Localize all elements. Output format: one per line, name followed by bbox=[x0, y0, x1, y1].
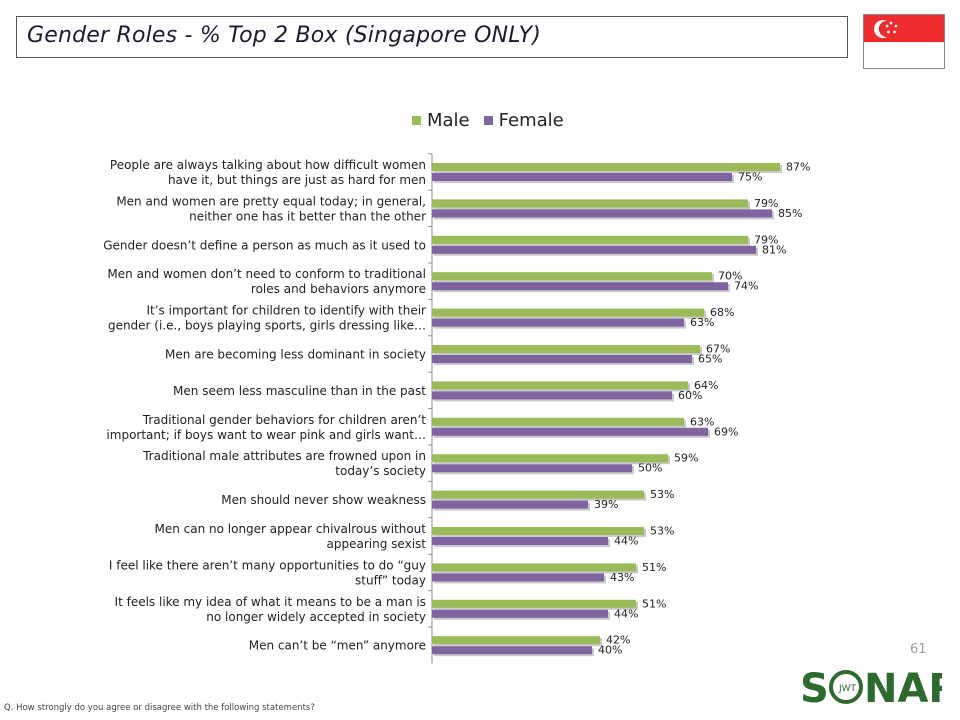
male-bar bbox=[432, 454, 668, 463]
category-label: Men seem less masculine than in the past bbox=[173, 384, 426, 398]
data-label: 63% bbox=[690, 316, 714, 329]
data-label: 68% bbox=[710, 306, 734, 319]
data-label: 79% bbox=[754, 197, 778, 210]
legend-swatch-male bbox=[412, 116, 421, 125]
data-label: 65% bbox=[698, 353, 722, 366]
data-label: 85% bbox=[778, 207, 802, 220]
flag-white-band bbox=[864, 41, 944, 68]
category-label: Gender doesn’t define a person as much a… bbox=[103, 238, 426, 252]
male-bar bbox=[432, 563, 636, 572]
female-bar bbox=[432, 646, 592, 655]
data-label: 50% bbox=[638, 462, 662, 475]
data-label: 44% bbox=[614, 607, 638, 620]
male-bar bbox=[432, 636, 600, 645]
male-bar bbox=[432, 490, 644, 499]
data-label: 51% bbox=[642, 561, 666, 574]
category-label: Traditional gender behaviors for childre… bbox=[142, 413, 426, 427]
female-bar bbox=[432, 282, 728, 291]
category-label: appearing sexist bbox=[327, 537, 427, 551]
male-bar bbox=[432, 199, 748, 208]
crescent-stars-icon bbox=[874, 20, 898, 38]
female-bar bbox=[432, 173, 732, 181]
logo-nar: NAR bbox=[864, 666, 942, 708]
female-bar bbox=[432, 209, 772, 218]
category-label: Men can’t be “men” anymore bbox=[249, 639, 426, 653]
data-label: 81% bbox=[762, 243, 786, 256]
male-bar bbox=[432, 272, 712, 281]
female-bar bbox=[432, 500, 588, 509]
data-label: 42% bbox=[606, 634, 630, 647]
category-label: Men and women are pretty equal today; in… bbox=[116, 194, 426, 208]
singapore-flag-icon bbox=[863, 14, 945, 69]
data-label: 87% bbox=[786, 161, 810, 174]
data-label: 63% bbox=[690, 415, 714, 428]
data-label: 74% bbox=[734, 280, 758, 293]
female-bar bbox=[432, 537, 608, 545]
category-label: Men are becoming less dominant in societ… bbox=[165, 348, 426, 362]
data-label: 51% bbox=[642, 597, 666, 610]
legend-item-female: Female bbox=[483, 110, 564, 131]
legend-item-male: Male bbox=[412, 110, 470, 131]
data-label: 79% bbox=[754, 233, 778, 246]
logo-o-ring bbox=[829, 670, 863, 704]
male-bar bbox=[432, 163, 780, 171]
male-bar bbox=[432, 417, 684, 426]
category-label: no longer widely accepted in society bbox=[206, 610, 426, 624]
category-label: gender (i.e., boys playing sports, girls… bbox=[108, 319, 426, 333]
data-label: 44% bbox=[614, 535, 638, 548]
data-label: 43% bbox=[610, 571, 634, 584]
legend-swatch-female bbox=[483, 116, 493, 125]
male-bar bbox=[432, 381, 688, 390]
logo-jwt: JWT bbox=[838, 684, 857, 694]
sonar-logo: S JWT NAR bbox=[800, 666, 942, 708]
category-label: Traditional male attributes are frowned … bbox=[142, 449, 426, 463]
data-label: 67% bbox=[706, 343, 730, 356]
female-bar bbox=[432, 573, 604, 582]
category-label: have it, but things are just as hard for… bbox=[168, 173, 426, 187]
female-bar bbox=[432, 609, 608, 618]
data-label: 60% bbox=[678, 389, 702, 402]
category-label: Men can no longer appear chivalrous with… bbox=[154, 522, 426, 536]
footnote: Q. How strongly do you agree or disagree… bbox=[4, 703, 315, 713]
category-label: It’s important for children to identify … bbox=[146, 304, 426, 318]
female-bar bbox=[432, 391, 672, 400]
data-label: 75% bbox=[738, 171, 762, 184]
female-bar bbox=[432, 464, 632, 473]
data-label: 59% bbox=[674, 452, 698, 465]
female-bar bbox=[432, 355, 692, 363]
category-label: stuff” today bbox=[355, 573, 426, 587]
male-bar bbox=[432, 308, 704, 317]
male-bar bbox=[432, 527, 644, 535]
category-label: important; if boys want to wear pink and… bbox=[106, 428, 426, 442]
data-label: 53% bbox=[650, 525, 674, 538]
male-bar bbox=[432, 345, 700, 353]
data-label: 70% bbox=[718, 270, 742, 283]
data-label: 64% bbox=[694, 379, 718, 392]
category-label: roles and behaviors anymore bbox=[251, 282, 426, 296]
female-bar bbox=[432, 245, 756, 254]
category-label: neither one has it better than the other bbox=[189, 209, 426, 223]
logo-s: S bbox=[800, 666, 829, 708]
male-bar bbox=[432, 235, 748, 244]
female-bar bbox=[432, 427, 708, 436]
data-label: 69% bbox=[714, 425, 738, 438]
data-label: 53% bbox=[650, 488, 674, 501]
data-label: 40% bbox=[598, 644, 622, 657]
data-label: 39% bbox=[594, 498, 618, 511]
legend-label-female: Female bbox=[498, 110, 564, 131]
category-label: I feel like there aren’t many opportunit… bbox=[109, 558, 426, 572]
chart-legend: Male Female bbox=[412, 110, 564, 131]
page-title: Gender Roles - % Top 2 Box (Singapore ON… bbox=[27, 23, 542, 48]
female-bar bbox=[432, 318, 684, 327]
legend-label-male: Male bbox=[427, 110, 470, 131]
category-label: today’s society bbox=[335, 464, 426, 478]
page-number: 61 bbox=[910, 642, 927, 657]
category-label: Men and women don’t need to conform to t… bbox=[107, 267, 426, 281]
category-label: People are always talking about how diff… bbox=[110, 158, 426, 172]
title-box: Gender Roles - % Top 2 Box (Singapore ON… bbox=[16, 16, 848, 58]
category-label: It feels like my idea of what it means t… bbox=[115, 595, 426, 609]
category-label: Men should never show weakness bbox=[221, 493, 426, 507]
male-bar bbox=[432, 599, 636, 608]
